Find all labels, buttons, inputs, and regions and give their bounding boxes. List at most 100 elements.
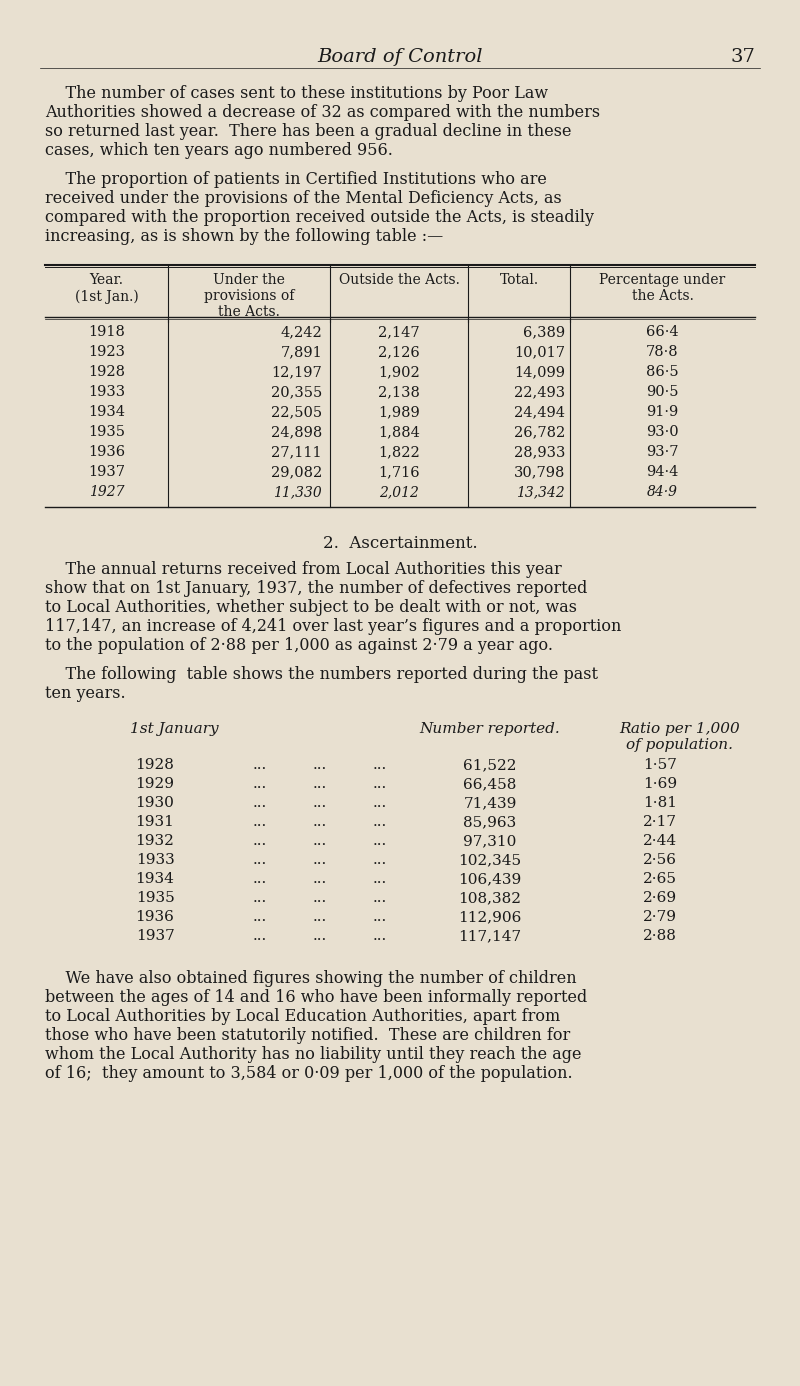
Text: ...: ...: [373, 815, 387, 829]
Text: received under the provisions of the Mental Deficiency Acts, as: received under the provisions of the Men…: [45, 190, 562, 207]
Text: 66·4: 66·4: [646, 324, 679, 340]
Text: ...: ...: [313, 778, 327, 791]
Text: 24,898: 24,898: [270, 426, 322, 439]
Text: 30,798: 30,798: [514, 464, 565, 480]
Text: ...: ...: [313, 758, 327, 772]
Text: 2·56: 2·56: [643, 852, 677, 868]
Text: The number of cases sent to these institutions by Poor Law: The number of cases sent to these instit…: [45, 85, 548, 103]
Text: 12,197: 12,197: [271, 365, 322, 378]
Text: ...: ...: [253, 929, 267, 942]
Text: increasing, as is shown by the following table :—: increasing, as is shown by the following…: [45, 229, 443, 245]
Text: 66,458: 66,458: [463, 778, 517, 791]
Text: Ratio per 1,000: Ratio per 1,000: [620, 722, 740, 736]
Text: ...: ...: [373, 929, 387, 942]
Text: ...: ...: [373, 911, 387, 924]
Text: 7,891: 7,891: [280, 345, 322, 359]
Text: those who have been statutorily notified.  These are children for: those who have been statutorily notified…: [45, 1027, 570, 1044]
Text: 20,355: 20,355: [270, 385, 322, 399]
Text: 85,963: 85,963: [463, 815, 517, 829]
Text: 2·65: 2·65: [643, 872, 677, 886]
Text: 84·9: 84·9: [647, 485, 678, 499]
Text: 117,147, an increase of 4,241 over last year’s figures and a proportion: 117,147, an increase of 4,241 over last …: [45, 618, 622, 635]
Text: 71,439: 71,439: [463, 796, 517, 809]
Text: ...: ...: [313, 872, 327, 886]
Text: 1933: 1933: [88, 385, 125, 399]
Text: 1932: 1932: [135, 834, 174, 848]
Text: 78·8: 78·8: [646, 345, 679, 359]
Text: 22,505: 22,505: [271, 405, 322, 419]
Text: 28,933: 28,933: [514, 445, 565, 459]
Text: 93·0: 93·0: [646, 426, 679, 439]
Text: cases, which ten years ago numbered 956.: cases, which ten years ago numbered 956.: [45, 141, 393, 159]
Text: of 16;  they amount to 3,584 or 0·09 per 1,000 of the population.: of 16; they amount to 3,584 or 0·09 per …: [45, 1064, 573, 1082]
Text: 1929: 1929: [135, 778, 174, 791]
Text: 1,884: 1,884: [378, 426, 420, 439]
Text: 2,126: 2,126: [378, 345, 420, 359]
Text: ...: ...: [313, 815, 327, 829]
Text: 11,330: 11,330: [274, 485, 322, 499]
Text: ...: ...: [373, 852, 387, 868]
Text: ...: ...: [373, 778, 387, 791]
Text: 1918: 1918: [88, 324, 125, 340]
Text: 13,342: 13,342: [516, 485, 565, 499]
Text: 14,099: 14,099: [514, 365, 565, 378]
Text: 1936: 1936: [135, 911, 174, 924]
Text: 4,242: 4,242: [280, 324, 322, 340]
Text: 112,906: 112,906: [458, 911, 522, 924]
Text: 90·5: 90·5: [646, 385, 678, 399]
Text: of population.: of population.: [626, 737, 734, 753]
Text: ...: ...: [313, 834, 327, 848]
Text: ...: ...: [313, 929, 327, 942]
Text: 1·81: 1·81: [643, 796, 677, 809]
Text: Outside the Acts.: Outside the Acts.: [338, 273, 459, 287]
Text: The following  table shows the numbers reported during the past: The following table shows the numbers re…: [45, 667, 598, 683]
Text: 1931: 1931: [135, 815, 174, 829]
Text: ...: ...: [313, 891, 327, 905]
Text: compared with the proportion received outside the Acts, is steadily: compared with the proportion received ou…: [45, 209, 594, 226]
Text: 2,138: 2,138: [378, 385, 420, 399]
Text: 102,345: 102,345: [458, 852, 522, 868]
Text: show that on 1st January, 1937, the number of defectives reported: show that on 1st January, 1937, the numb…: [45, 579, 587, 597]
Text: 1923: 1923: [88, 345, 125, 359]
Text: between the ages of 14 and 16 who have been informally reported: between the ages of 14 and 16 who have b…: [45, 990, 587, 1006]
Text: 91·9: 91·9: [646, 405, 678, 419]
Text: 1·57: 1·57: [643, 758, 677, 772]
Text: 2·69: 2·69: [643, 891, 677, 905]
Text: ...: ...: [253, 911, 267, 924]
Text: Board of Control: Board of Control: [318, 49, 482, 67]
Text: 94·4: 94·4: [646, 464, 678, 480]
Text: ...: ...: [373, 758, 387, 772]
Text: Percentage under
the Acts.: Percentage under the Acts.: [599, 273, 726, 304]
Text: 1933: 1933: [136, 852, 174, 868]
Text: 37: 37: [730, 49, 755, 67]
Text: 6,389: 6,389: [523, 324, 565, 340]
Text: ...: ...: [373, 796, 387, 809]
Text: 1935: 1935: [136, 891, 174, 905]
Text: 2·44: 2·44: [643, 834, 677, 848]
Text: ...: ...: [313, 911, 327, 924]
Text: 117,147: 117,147: [458, 929, 522, 942]
Text: 1928: 1928: [88, 365, 125, 378]
Text: ...: ...: [253, 778, 267, 791]
Text: 2.  Ascertainment.: 2. Ascertainment.: [322, 535, 478, 552]
Text: ...: ...: [253, 891, 267, 905]
Text: 1,989: 1,989: [378, 405, 420, 419]
Text: ...: ...: [253, 815, 267, 829]
Text: 86·5: 86·5: [646, 365, 679, 378]
Text: ...: ...: [253, 872, 267, 886]
Text: ...: ...: [373, 872, 387, 886]
Text: Authorities showed a decrease of 32 as compared with the numbers: Authorities showed a decrease of 32 as c…: [45, 104, 600, 121]
Text: ...: ...: [253, 758, 267, 772]
Text: whom the Local Authority has no liability until they reach the age: whom the Local Authority has no liabilit…: [45, 1046, 582, 1063]
Text: 1,822: 1,822: [378, 445, 420, 459]
Text: 22,493: 22,493: [514, 385, 565, 399]
Text: 1934: 1934: [135, 872, 174, 886]
Text: ...: ...: [253, 796, 267, 809]
Text: 29,082: 29,082: [270, 464, 322, 480]
Text: 1,716: 1,716: [378, 464, 420, 480]
Text: Total.: Total.: [499, 273, 538, 287]
Text: 24,494: 24,494: [514, 405, 565, 419]
Text: 2·88: 2·88: [643, 929, 677, 942]
Text: to the population of 2·88 per 1,000 as against 2·79 a year ago.: to the population of 2·88 per 1,000 as a…: [45, 638, 553, 654]
Text: 1930: 1930: [135, 796, 174, 809]
